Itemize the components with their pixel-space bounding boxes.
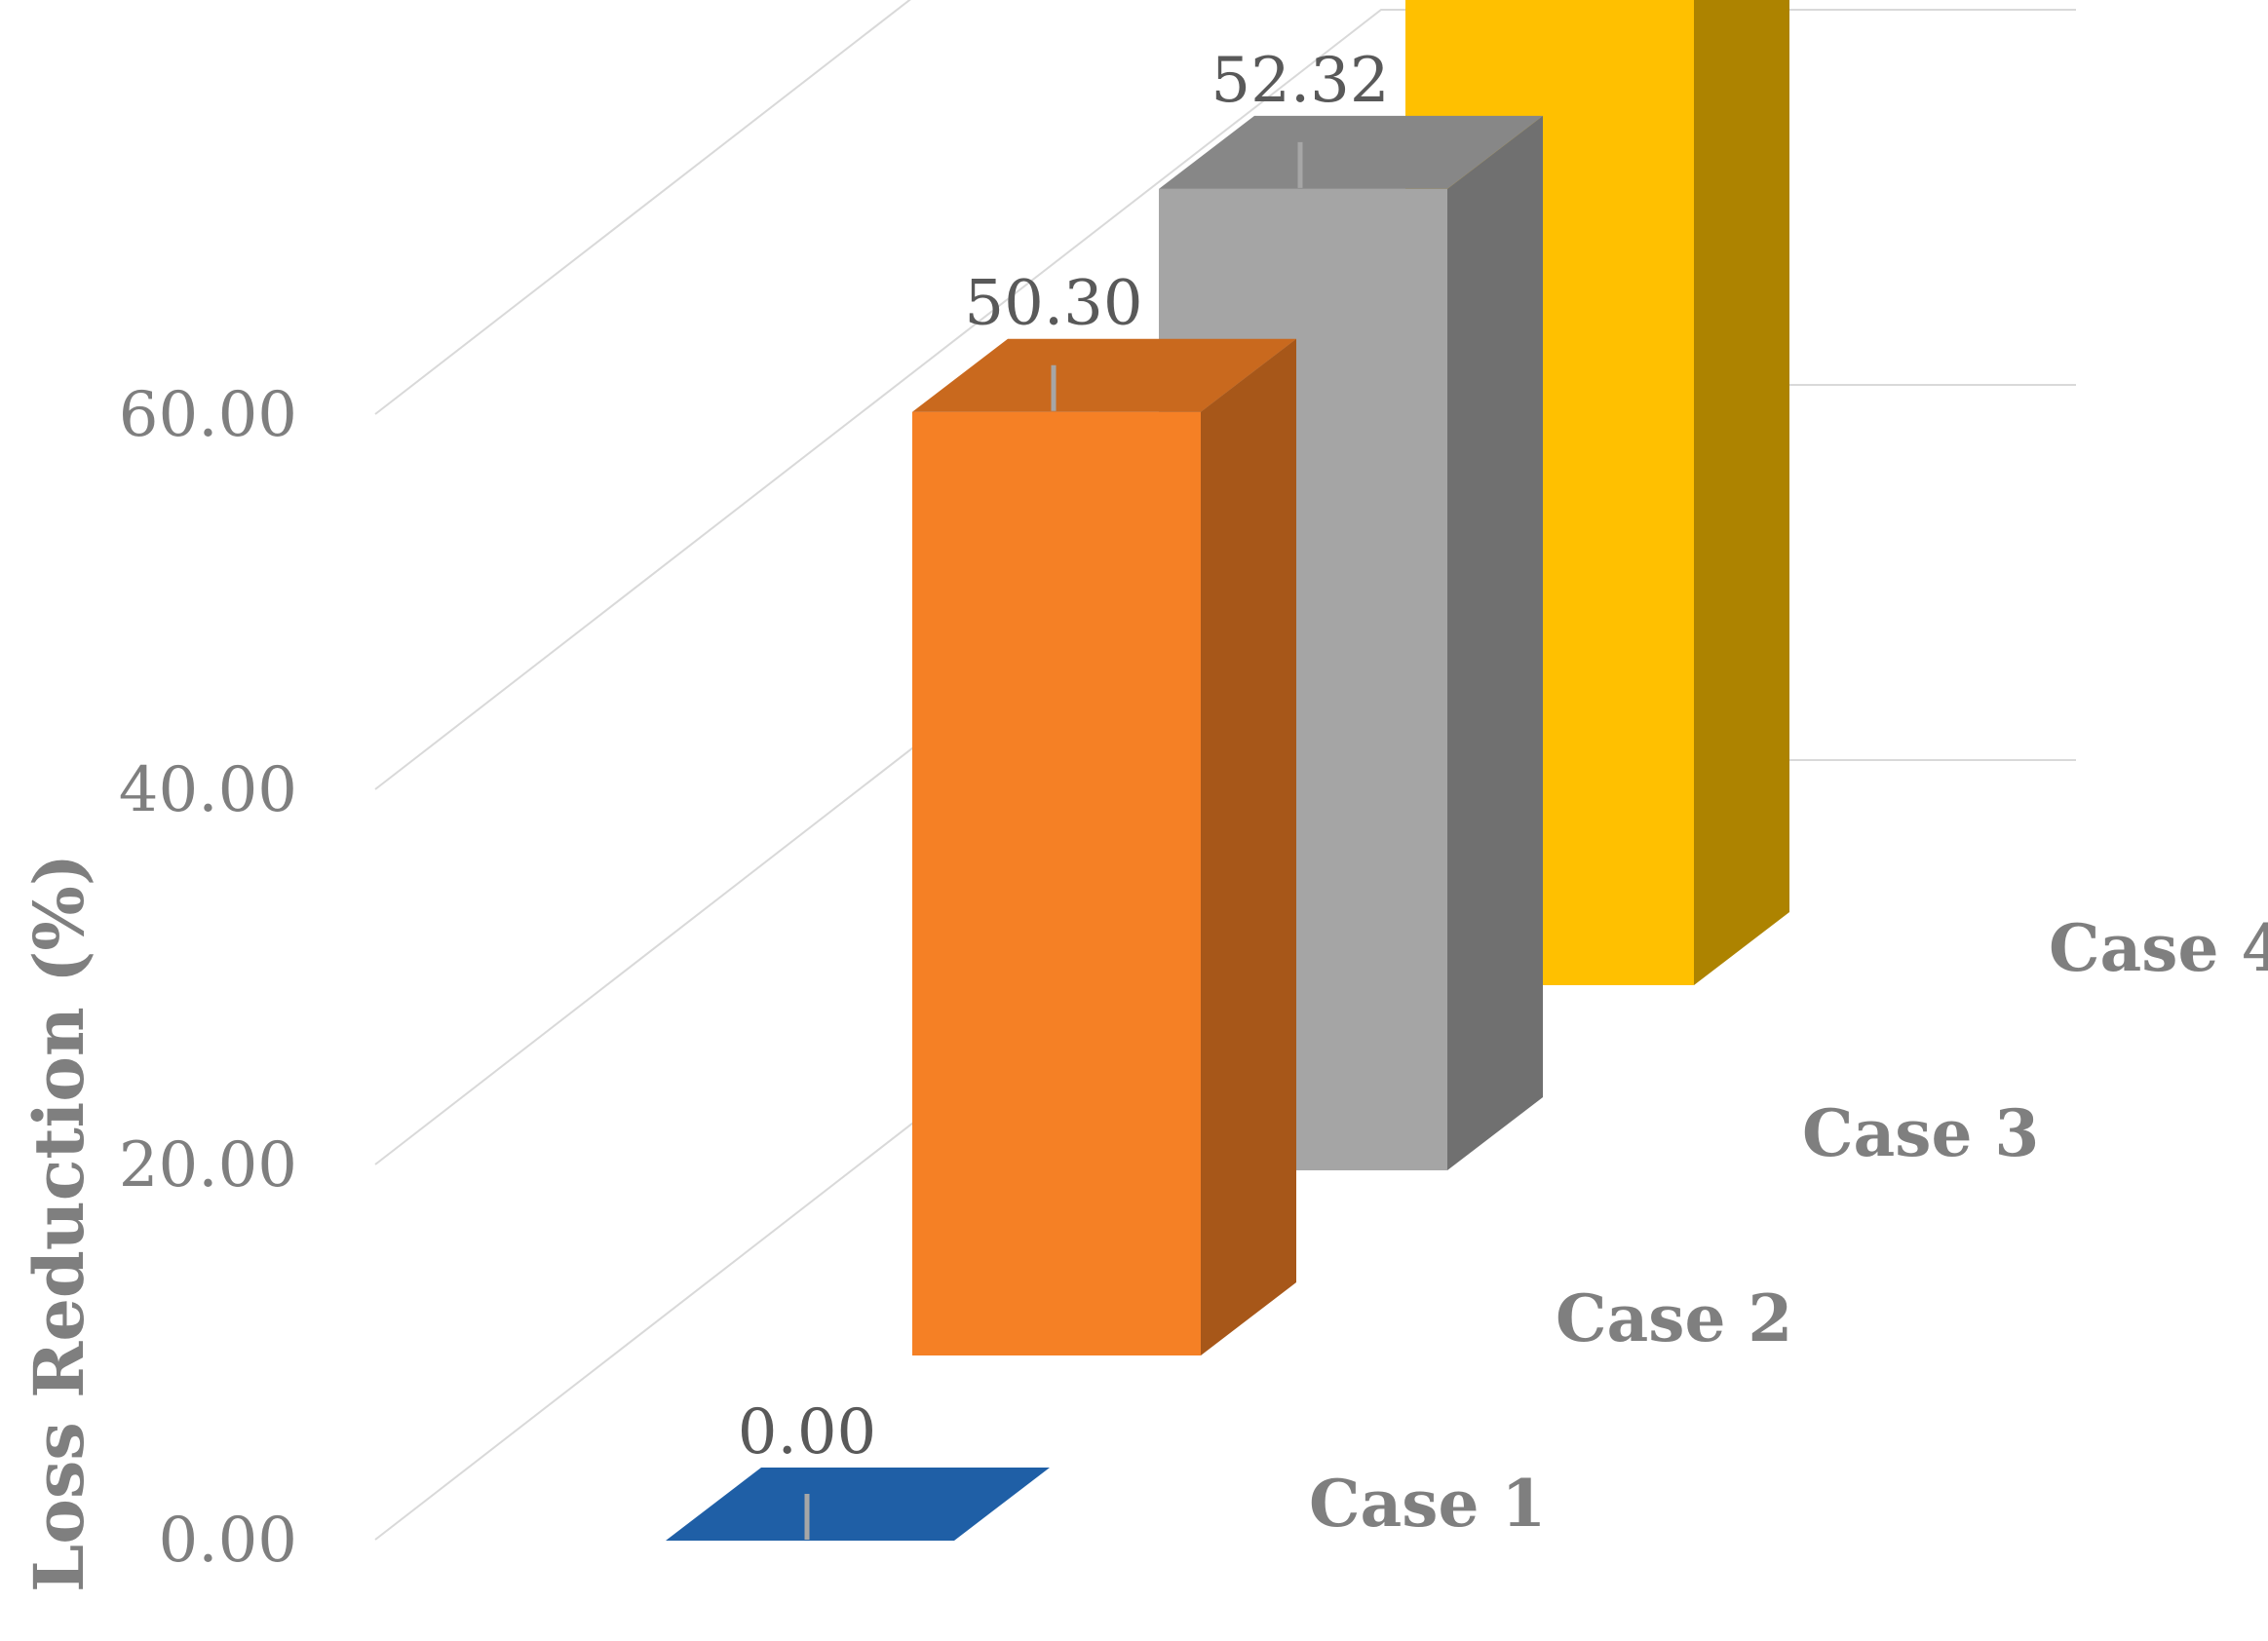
category-label-3: Case 3 <box>1802 1095 2039 1171</box>
bar-top-1 <box>666 1468 1050 1541</box>
category-label-4: Case 4 <box>2049 910 2268 986</box>
y-axis-title: Loss Reduction (%) <box>19 854 99 1592</box>
bar-side-3 <box>1447 115 1543 1171</box>
category-label-1: Case 1 <box>1309 1466 1546 1542</box>
bar-1 <box>666 1468 1050 1541</box>
gridline-2 <box>374 9 2076 790</box>
data-label-3: 52.32 <box>1211 45 1389 117</box>
bar-top-3 <box>1159 115 1543 189</box>
y-tick-label-0: 0.00 <box>159 1505 298 1577</box>
y-tick-labels: 0.00 20.00 40.00 60.00 <box>119 379 297 1577</box>
bar-front-2 <box>912 411 1201 1356</box>
data-label-1: 0.00 <box>738 1396 877 1469</box>
gridline-3 <box>374 0 911 415</box>
bars <box>666 0 1789 1541</box>
data-label-2: 50.30 <box>964 268 1142 340</box>
y-tick-label-1: 20.00 <box>119 1129 297 1202</box>
y-tick-label-2: 40.00 <box>119 754 297 826</box>
category-label-2: Case 2 <box>1556 1280 1792 1356</box>
y-tick-label-3: 60.00 <box>119 379 297 451</box>
bar-side-2 <box>1201 338 1296 1356</box>
bar-2 <box>912 338 1296 1356</box>
bar-top-2 <box>912 338 1296 412</box>
category-labels: Case 4 Case 3 Case 2 Case 1 <box>1309 910 2268 1542</box>
bar-side-4 <box>1694 0 1789 985</box>
